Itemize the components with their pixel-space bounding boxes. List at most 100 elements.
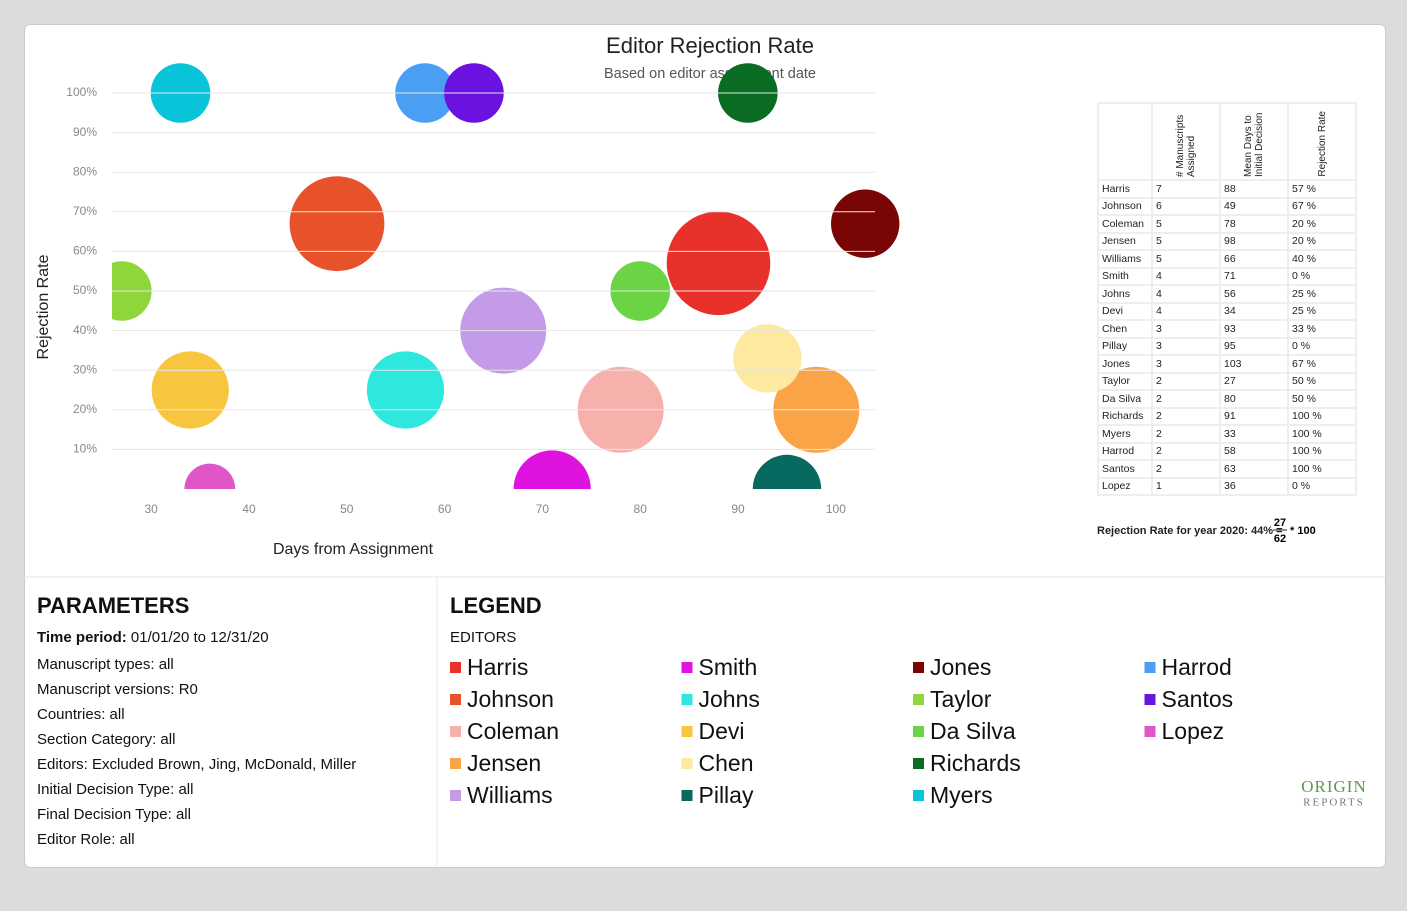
y-tick-label: 100%: [66, 85, 97, 99]
table-cell: 5: [1153, 251, 1219, 267]
header-cell: Rejection Rate: [1289, 104, 1355, 179]
y-tick-label: 10%: [73, 442, 97, 456]
legend-label: Lopez: [1162, 718, 1225, 744]
table-cell: 100 %: [1289, 408, 1355, 424]
x-tick-label: 40: [242, 502, 256, 516]
table-cell: 33 %: [1289, 321, 1355, 337]
table-cell: 80: [1221, 391, 1287, 407]
legend-swatch: [681, 790, 693, 801]
legend-label: Devi: [699, 718, 745, 744]
legend-title: LEGEND: [450, 593, 542, 618]
table-cell: 2: [1153, 426, 1219, 442]
table-cell: 103: [1221, 356, 1287, 372]
table-cell: 4: [1153, 286, 1219, 302]
legend-label: Johnson: [467, 686, 554, 712]
y-tick-label: 70%: [73, 204, 97, 218]
legend-label: Smith: [699, 654, 758, 680]
table-row: Chen 3 93 33 %: [1099, 321, 1355, 337]
x-tick-label: 90: [731, 502, 745, 516]
legend-swatch: [913, 758, 924, 769]
table-cell: Harris: [1099, 181, 1151, 197]
table-cell: 49: [1221, 198, 1287, 214]
table-cell: 91: [1221, 408, 1287, 424]
legend-label: Richards: [930, 750, 1021, 776]
legend-swatch: [681, 694, 693, 705]
parameter: Manuscript versions: R0: [37, 681, 198, 698]
table-cell: 4: [1153, 303, 1219, 319]
table-cell: Richards: [1099, 408, 1151, 424]
table-cell: 50 %: [1289, 391, 1355, 407]
table-cell: 67 %: [1289, 198, 1355, 214]
table-cell: 20 %: [1289, 216, 1355, 232]
table-cell: 34: [1221, 303, 1287, 319]
table-cell: 2: [1153, 461, 1219, 477]
table-cell: 4: [1153, 268, 1219, 284]
parameter: Editors: Excluded Brown, Jing, McDonald,…: [37, 756, 356, 773]
table-cell: 57 %: [1289, 181, 1355, 197]
x-tick-label: 70: [536, 502, 550, 516]
y-tick-label: 90%: [73, 125, 97, 139]
legend-label: Jensen: [467, 750, 541, 776]
table-cell: 6: [1153, 198, 1219, 214]
table-cell: 5: [1153, 216, 1219, 232]
y-tick-label: 20%: [73, 402, 97, 416]
legend-label: Johns: [699, 686, 760, 712]
table-cell: 5: [1153, 233, 1219, 249]
table-cell: 2: [1153, 373, 1219, 389]
legend-subtitle: EDITORS: [450, 629, 516, 646]
table-cell: 100 %: [1289, 426, 1355, 442]
table-cell: Devi: [1099, 303, 1151, 319]
table-row: Johnson 6 49 67 %: [1099, 198, 1355, 214]
table-cell: 3: [1153, 338, 1219, 354]
table-cell: 33: [1221, 426, 1287, 442]
legend-swatch: [913, 694, 924, 705]
header-cell: Mean Days to Initial Decision: [1221, 104, 1287, 179]
table-cell: 2: [1153, 391, 1219, 407]
legend-label: Taylor: [930, 686, 992, 712]
legend-swatch: [1144, 694, 1156, 705]
table-cell: Jones: [1099, 356, 1151, 372]
table-cell: 63: [1221, 461, 1287, 477]
table-cell: 98: [1221, 233, 1287, 249]
footnote-denominator: 62: [1274, 533, 1286, 545]
table-cell: Myers: [1099, 426, 1151, 442]
table-cell: Santos: [1099, 461, 1151, 477]
table-cell: 71: [1221, 268, 1287, 284]
bubble: [831, 189, 900, 258]
table-cell: 88: [1221, 181, 1287, 197]
legend-swatch: [681, 662, 693, 673]
table-cell: Da Silva: [1099, 391, 1151, 407]
y-tick-label: 50%: [73, 283, 97, 297]
chart-title: Editor Rejection Rate: [606, 33, 814, 58]
table-row: Smith 4 71 0 %: [1099, 268, 1355, 284]
parameter: Manuscript types: all: [37, 656, 174, 673]
table-cell: 0 %: [1289, 268, 1355, 284]
table-cell: 7: [1153, 181, 1219, 197]
table-row: Pillay 3 95 0 %: [1099, 338, 1355, 354]
table-cell: 100 %: [1289, 443, 1355, 459]
legend-swatch: [681, 758, 693, 769]
table-row: Johns 4 56 25 %: [1099, 286, 1355, 302]
table-cell: 36: [1221, 478, 1287, 494]
parameter-label: Time period:: [37, 629, 127, 646]
y-tick-label: 40%: [73, 323, 97, 337]
parameter: Initial Decision Type: all: [37, 781, 193, 798]
x-tick-label: 80: [634, 502, 648, 516]
header-label: Rejection Rate: [1316, 111, 1328, 177]
legend-label: Chen: [699, 750, 754, 776]
table-row: Myers 2 33 100 %: [1099, 426, 1355, 442]
parameter: Countries: all: [37, 706, 125, 723]
table-cell: 1: [1153, 478, 1219, 494]
table-cell: Johns: [1099, 286, 1151, 302]
table-cell: Smith: [1099, 268, 1151, 284]
table-row: Santos 2 63 100 %: [1099, 461, 1355, 477]
footnote-numerator: 27: [1274, 517, 1286, 529]
legend-label: Da Silva: [930, 718, 1016, 744]
parameters-title: PARAMETERS: [37, 593, 189, 618]
logo: ORIGIN: [1301, 777, 1367, 796]
chart-subtitle: Based on editor assignment date: [604, 66, 816, 82]
table-row: Jensen 5 98 20 %: [1099, 233, 1355, 249]
footnote-suffix: * 100: [1290, 525, 1316, 537]
legend-swatch: [450, 694, 461, 705]
table-cell: 66: [1221, 251, 1287, 267]
